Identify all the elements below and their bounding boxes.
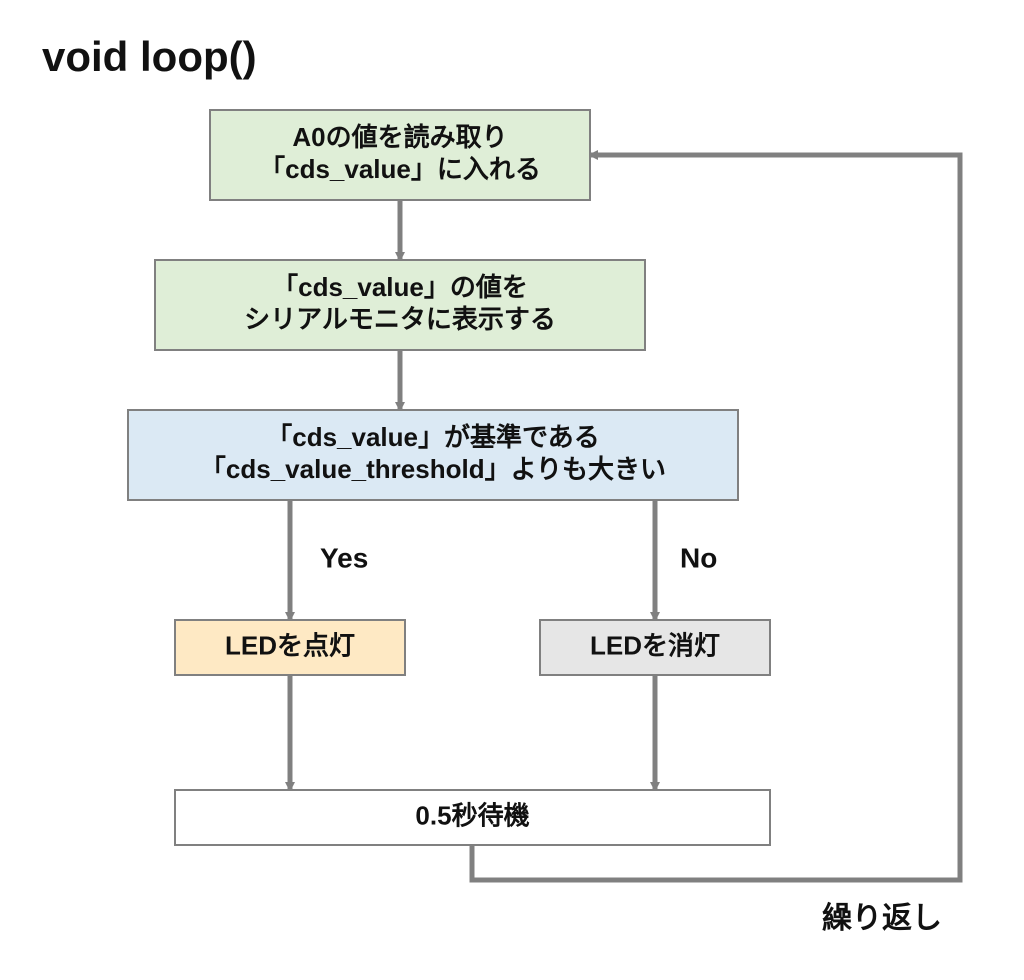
node-n6: 0.5秒待機 <box>175 790 770 845</box>
node-n5: LEDを消灯 <box>540 620 770 675</box>
nodes-layer: A0の値を読み取り「cds_value」に入れる「cds_value」の値をシリ… <box>128 110 770 845</box>
label-repeat: 繰り返し <box>822 901 942 935</box>
node-n1-line1: 「cds_value」に入れる <box>259 154 541 184</box>
labels-layer: Yes No 繰り返し <box>320 542 942 935</box>
node-n2: 「cds_value」の値をシリアルモニタに表示する <box>155 260 645 350</box>
label-yes: Yes <box>320 542 368 573</box>
node-n1: A0の値を読み取り「cds_value」に入れる <box>210 110 590 200</box>
node-n1-line0: A0の値を読み取り <box>292 122 507 152</box>
node-n5-line0: LEDを消灯 <box>590 630 720 660</box>
node-n4-line0: LEDを点灯 <box>225 630 355 660</box>
node-n6-line0: 0.5秒待機 <box>415 800 529 830</box>
node-n2-line0: 「cds_value」の値を <box>272 272 528 302</box>
node-n3-line1: 「cds_value_threshold」よりも大きい <box>200 454 666 484</box>
node-n3: 「cds_value」が基準である「cds_value_threshold」より… <box>128 410 738 500</box>
node-n4: LEDを点灯 <box>175 620 405 675</box>
flowchart-canvas: void loop() A0の値を読み取り「cds_value」に入れる「cds… <box>0 0 1024 980</box>
diagram-title: void loop() <box>42 33 257 80</box>
label-no: No <box>680 542 717 573</box>
node-n2-line1: シリアルモニタに表示する <box>244 304 556 334</box>
node-n3-line0: 「cds_value」が基準である <box>266 422 600 452</box>
